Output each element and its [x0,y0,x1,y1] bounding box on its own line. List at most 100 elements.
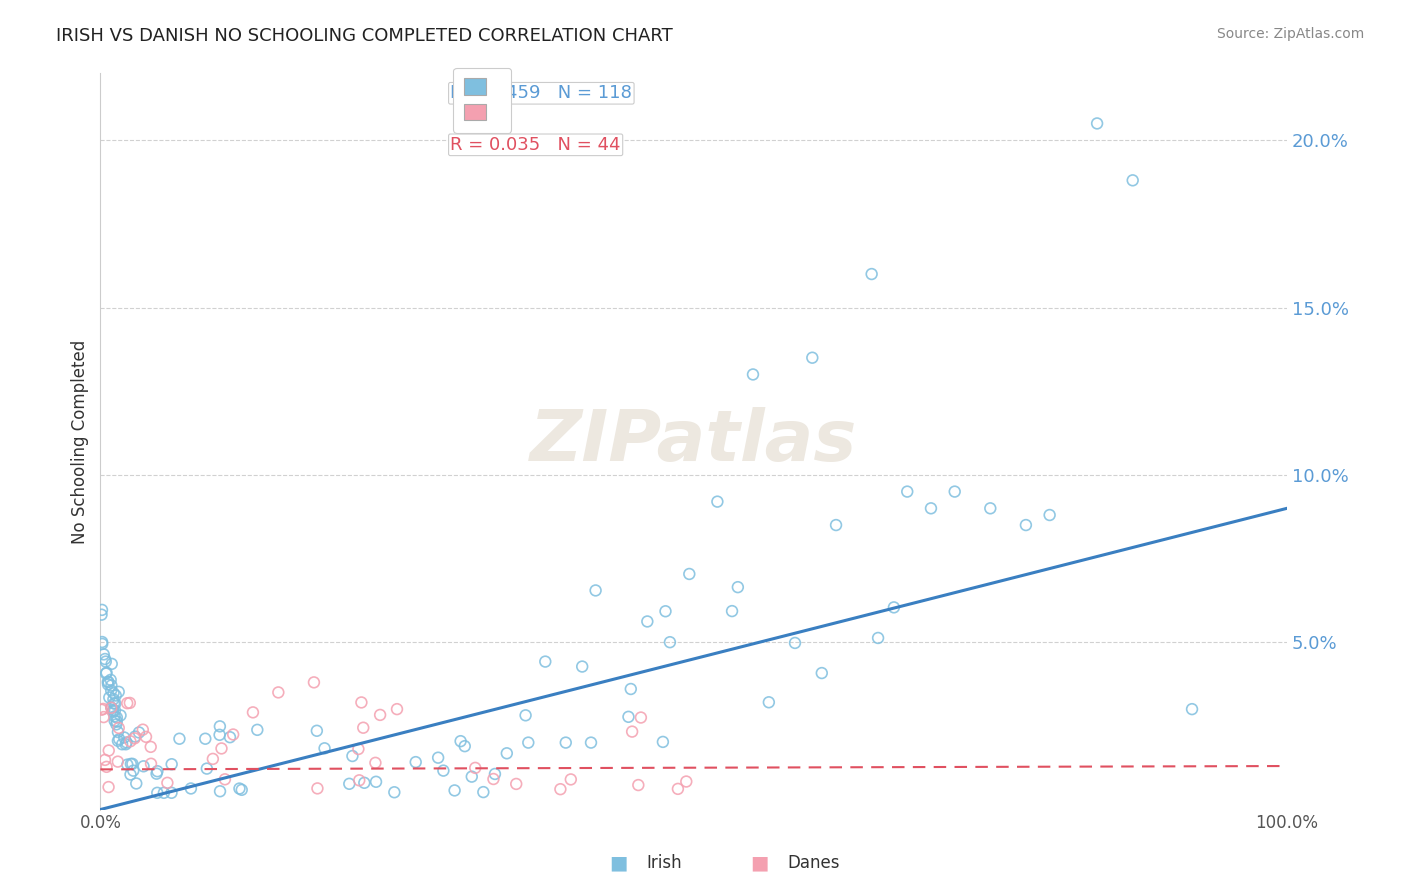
Point [132,759,155,773]
Point [107,733,129,747]
Point [482,772,505,786]
Y-axis label: No Schooling Completed: No Schooling Completed [72,339,89,543]
Point [495,746,517,760]
Point [139,739,162,754]
Point [121,756,143,771]
Point [104,703,127,717]
Point [443,783,465,797]
Text: ZIPatlas: ZIPatlas [530,407,858,476]
Point [464,761,486,775]
Point [654,604,676,618]
Point [560,772,582,787]
Point [96,760,118,774]
Point [678,566,700,581]
Point [382,785,405,799]
Point [97,743,120,757]
Point [115,696,138,710]
Point [405,755,427,769]
Point [105,714,128,729]
Point [101,705,124,719]
Point [124,731,146,746]
Point [91,702,114,716]
Point [97,677,120,691]
Point [120,734,142,748]
Point [90,703,112,717]
Point [307,781,329,796]
Point [103,692,125,706]
Point [484,767,506,781]
Point [896,484,918,499]
Point [228,781,250,796]
Point [118,696,141,710]
Point [135,730,157,744]
Text: Danes: Danes [787,855,839,872]
Point [91,637,114,651]
Point [107,755,129,769]
Point [103,697,125,711]
Point [1039,508,1062,522]
Point [627,778,650,792]
Point [427,750,450,764]
Point [305,723,328,738]
Point [125,776,148,790]
Point [1015,518,1038,533]
Point [104,697,127,711]
Point [534,655,557,669]
Point [112,731,135,745]
Point [515,708,537,723]
Point [432,764,454,778]
Point [105,717,128,731]
Point [353,776,375,790]
Point [160,757,183,772]
Point [630,710,652,724]
Point [208,728,231,742]
Point [454,739,477,754]
Point [801,351,824,365]
Text: ■: ■ [749,854,769,872]
Text: ■: ■ [609,854,628,872]
Point [160,786,183,800]
Point [100,673,122,687]
Point [139,756,162,771]
Point [571,659,593,673]
Point [96,665,118,680]
Point [97,780,120,794]
Legend: , : , [454,68,512,133]
Point [621,724,644,739]
Point [651,735,673,749]
Point [94,666,117,681]
Point [146,786,169,800]
Point [132,723,155,737]
Point [350,695,373,709]
Point [180,781,202,796]
Point [706,494,728,508]
Point [117,757,139,772]
Point [94,652,117,666]
Point [979,501,1001,516]
Point [242,706,264,720]
Point [107,685,129,699]
Point [93,710,115,724]
Point [758,695,780,709]
Point [267,685,290,699]
Point [104,714,127,728]
Text: R = 0.459   N = 118: R = 0.459 N = 118 [450,84,633,103]
Point [128,725,150,739]
Point [302,675,325,690]
Point [554,736,576,750]
Point [114,737,136,751]
Text: Irish: Irish [647,855,682,872]
Point [883,600,905,615]
Point [201,752,224,766]
Point [104,689,127,703]
Point [122,764,145,778]
Point [91,603,114,617]
Point [110,708,132,723]
Point [636,615,658,629]
Point [810,666,832,681]
Point [385,702,408,716]
Point [94,753,117,767]
Point [111,737,134,751]
Point [721,604,744,618]
Point [100,657,122,671]
